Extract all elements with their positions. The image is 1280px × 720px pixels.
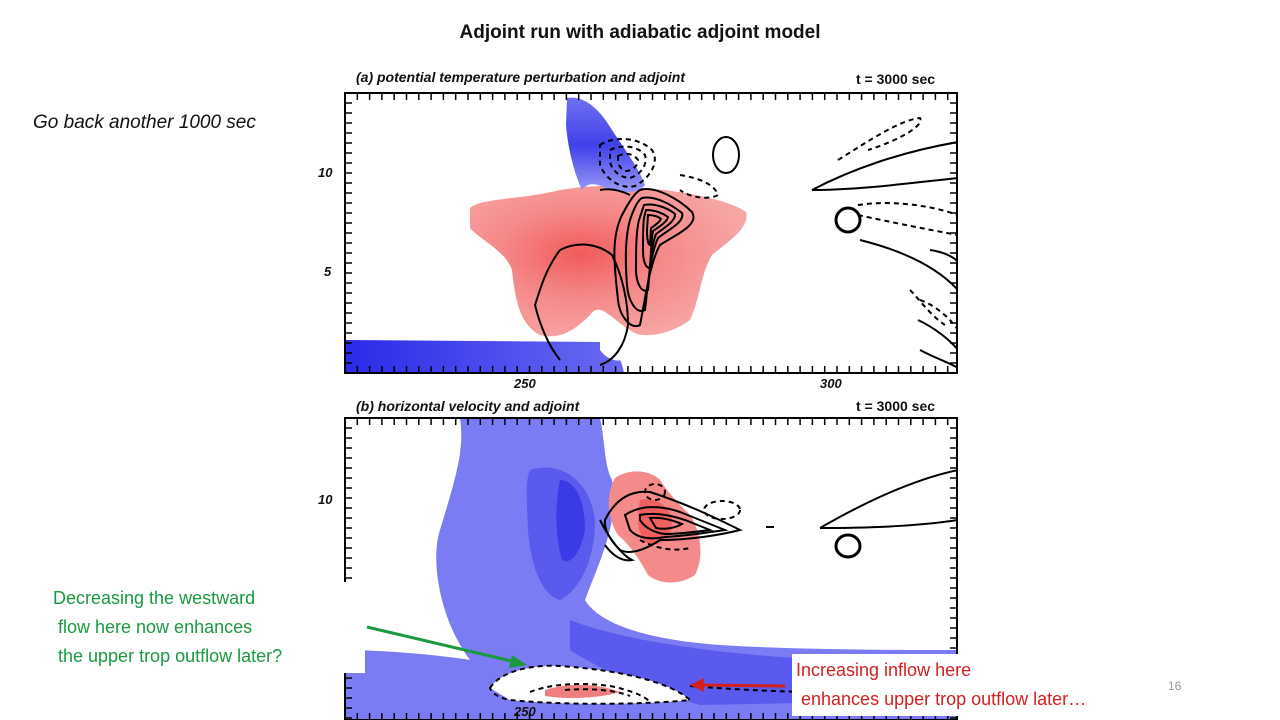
green-annotation: Decreasing the westward flow here now en…: [53, 582, 365, 673]
red-annotation: Increasing inflow here enhances upper tr…: [792, 654, 1172, 716]
side-note: Go back another 1000 sec: [33, 112, 256, 133]
slide-title: Adjoint run with adiabatic adjoint model: [459, 22, 821, 43]
panel-a-solid-contours: [533, 136, 957, 369]
panel-a-ytick-10: 10: [318, 165, 333, 180]
panel-a-label: (a) potential temperature perturbation a…: [356, 69, 686, 85]
panel-b-xtick-250: 250: [514, 704, 536, 719]
green-annotation-line-3: the upper trop outflow later?: [53, 646, 283, 666]
panel-a-positive-shading: [470, 185, 747, 337]
panel-b-solid-contours: [599, 469, 957, 562]
panel-a-ytick-5: 5: [324, 264, 332, 279]
panel-a-xtick-300: 300: [820, 376, 842, 391]
green-annotation-line-2: flow here now enhances: [53, 617, 253, 637]
panel-a-xtick-250: 250: [514, 376, 536, 391]
panel-b-negative-shading: [345, 418, 957, 720]
panel-a-negative-band: [345, 333, 624, 373]
green-arrow-line: [366, 625, 521, 665]
green-annotation-line-1: Decreasing the westward: [53, 588, 256, 608]
red-arrow-line: [699, 683, 786, 688]
green-arrow-head: [509, 655, 527, 668]
panel-b-ytick-10: 10: [318, 492, 333, 507]
page-number: 16: [1168, 679, 1182, 693]
red-arrow-head: [690, 678, 704, 692]
panel-a-dashed-contours: [599, 116, 957, 331]
panel-a-negative-plume: [566, 97, 645, 193]
red-annotation-line-1: Increasing inflow here: [796, 660, 972, 680]
panel-a-time: t = 3000 sec: [856, 71, 936, 87]
panel-b-time: t = 3000 sec: [856, 398, 936, 414]
panel-a: [345, 97, 957, 373]
panel-a-ticks: [344, 92, 957, 374]
panel-b-label: (b) horizontal velocity and adjoint: [356, 398, 580, 414]
red-annotation-line-2: enhances upper trop outflow later…: [796, 689, 1087, 709]
panel-b-frame: [344, 417, 958, 720]
